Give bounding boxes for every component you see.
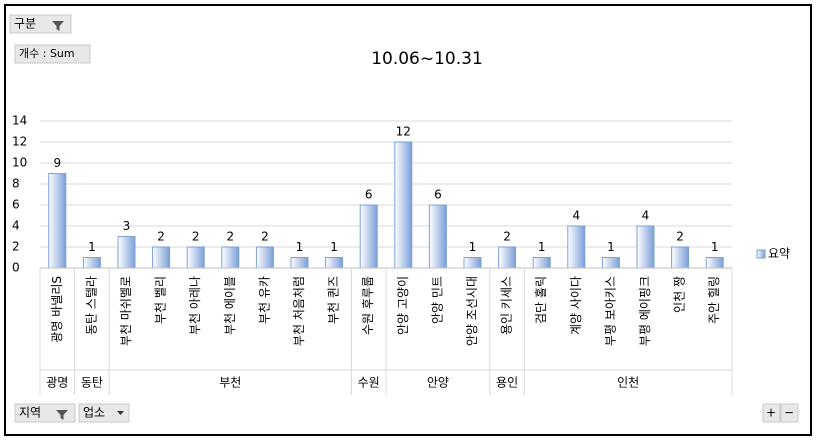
group-label: 동탄 [81,376,103,390]
group-label: 광명 [46,376,68,390]
filter-icon [56,410,68,420]
value-label: 4 [642,209,650,223]
group-label: 용인 [496,376,518,390]
y-tick-label: 0 [12,261,20,275]
bar [636,225,655,269]
x-tick-label: 부천 아레나 [187,276,202,335]
expand-button[interactable] [762,403,781,423]
axis-field-button[interactable] [14,403,76,423]
x-tick-label: 부천 에이블 [222,276,237,335]
y-tick-label: 6 [12,198,20,212]
bar [498,246,517,269]
x-tick-label: 안양 고양이 [396,276,410,335]
collapse-button[interactable] [780,403,799,423]
axis-field-button[interactable] [78,403,130,423]
value-label: 1 [330,240,338,254]
group-label: 인천 [617,375,639,390]
bar [290,257,309,269]
bar [255,246,274,269]
bar [671,246,690,269]
bar [325,257,344,269]
value-label: 2 [157,230,165,244]
value-label: 2 [676,230,684,244]
bar [152,246,171,269]
bar [567,225,586,269]
x-tick-label: 검단 홀릭 [534,276,548,324]
value-label: 1 [469,240,477,254]
value-label: 6 [365,188,373,202]
x-tick-label: 용인 키세스 [500,276,514,335]
bar [82,257,101,269]
x-tick-label: 부천 퀸즈 [326,276,341,324]
legend-swatch [756,249,766,259]
y-tick-label: 8 [12,177,20,191]
y-tick-label: 12 [12,135,27,149]
y-tick-label: 4 [12,219,20,233]
dropdown-icon [117,411,124,415]
bar [601,257,620,269]
y-tick-label: 14 [12,114,27,128]
bar [705,257,724,269]
button-icon: + [766,406,776,420]
x-tick-label: 안양 조선시대 [465,276,479,346]
value-label: 1 [607,240,615,254]
button-label: 개수 : Sum [19,47,75,60]
group-label: 수원 [358,376,380,390]
bar [463,257,482,269]
value-label: 2 [192,230,200,244]
x-tick-label: 부평 에이핑크 [638,276,652,346]
value-label: 2 [226,230,234,244]
group-label: 안양 [427,376,449,390]
bar [532,257,551,269]
value-label: 6 [434,188,442,202]
value-label: 3 [123,219,131,233]
group-label: 부천 [219,375,241,390]
chart-title: 10.06~10.31 [371,49,483,69]
bar [221,246,240,269]
value-label: 1 [711,240,719,254]
filter-button[interactable] [9,14,72,34]
y-tick-label: 2 [12,240,20,254]
x-tick-label: 부천 마쉬멜로 [118,276,133,346]
x-tick-label: 동탄 스텔라 [84,276,98,335]
x-tick-label: 안양 민트 [430,276,444,324]
x-tick-label: 부천 벨리 [153,276,168,324]
y-tick-label: 10 [12,156,27,170]
button-label: 구분 [14,17,36,31]
x-tick-label: 부천 유카 [256,276,271,324]
value-label: 4 [572,209,580,223]
button-icon: − [784,406,794,420]
bar [186,246,205,269]
bar [48,173,67,269]
value-label: 2 [261,230,269,244]
value-label: 1 [538,240,546,254]
button-label: 업소 [83,406,105,420]
x-tick-label: 인천 짱 [672,276,687,313]
x-tick-label: 수원 후루룹 [361,276,375,335]
value-field-button[interactable] [14,44,91,64]
value-label: 1 [296,240,304,254]
x-tick-label: 부평 보아키스 [603,276,617,346]
value-label: 12 [396,125,411,139]
value-label: 1 [88,240,96,254]
bar [428,204,447,269]
bar [117,236,136,269]
button-label: 지역 [19,406,41,420]
value-label: 9 [53,156,61,170]
bar [394,141,413,269]
x-tick-label: 광명 바넬리S [50,276,64,343]
x-tick-label: 주안 힐링 [707,276,721,324]
x-tick-label: 부천 처음처럼 [291,276,306,346]
x-tick-label: 계양 사이다 [569,276,583,335]
value-label: 2 [503,230,511,244]
legend-label: 요약 [768,246,790,261]
filter-icon [52,21,64,31]
bar [359,204,378,269]
